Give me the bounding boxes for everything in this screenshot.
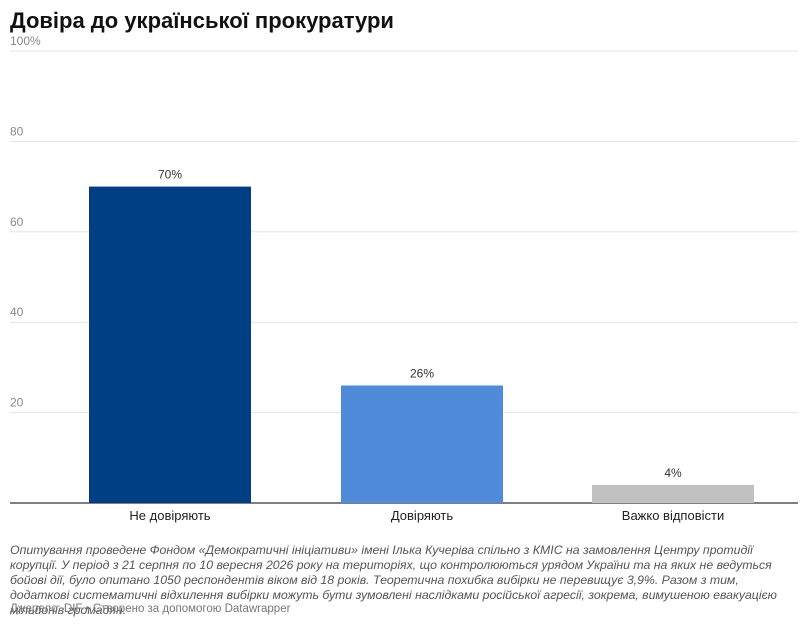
methodology-note: Опитування проведене Фондом «Демократичн…: [10, 543, 777, 617]
data-label: 70%: [158, 168, 182, 182]
bar-chart: 20 40 60 80 100% 70% 26% 4% Не довіряють Довіря…: [10, 34, 798, 523]
category-label: Важко відповісти: [622, 508, 724, 523]
data-labels: 70% 26% 4%: [158, 168, 682, 480]
bar: [592, 484, 754, 503]
bar: [341, 385, 503, 503]
y-tick-label: 100%: [10, 34, 41, 48]
y-tick-label: 80: [10, 124, 24, 138]
y-tick-label: 20: [10, 396, 24, 410]
bars: [89, 186, 754, 503]
category-labels: Не довіряють Довіряють Важко відповісти: [129, 508, 724, 523]
category-label: Не довіряють: [129, 508, 210, 523]
category-label: Довіряють: [391, 508, 454, 523]
source-line: Джерело: DIF • Створено за допомогою Dat…: [10, 603, 291, 615]
y-tick-label: 60: [10, 215, 24, 229]
bar: [89, 186, 251, 503]
data-label: 4%: [664, 466, 682, 480]
chart-title: Довіра до української прокуратури: [10, 8, 394, 33]
y-tick-label: 40: [10, 305, 24, 319]
data-label: 26%: [410, 366, 434, 380]
